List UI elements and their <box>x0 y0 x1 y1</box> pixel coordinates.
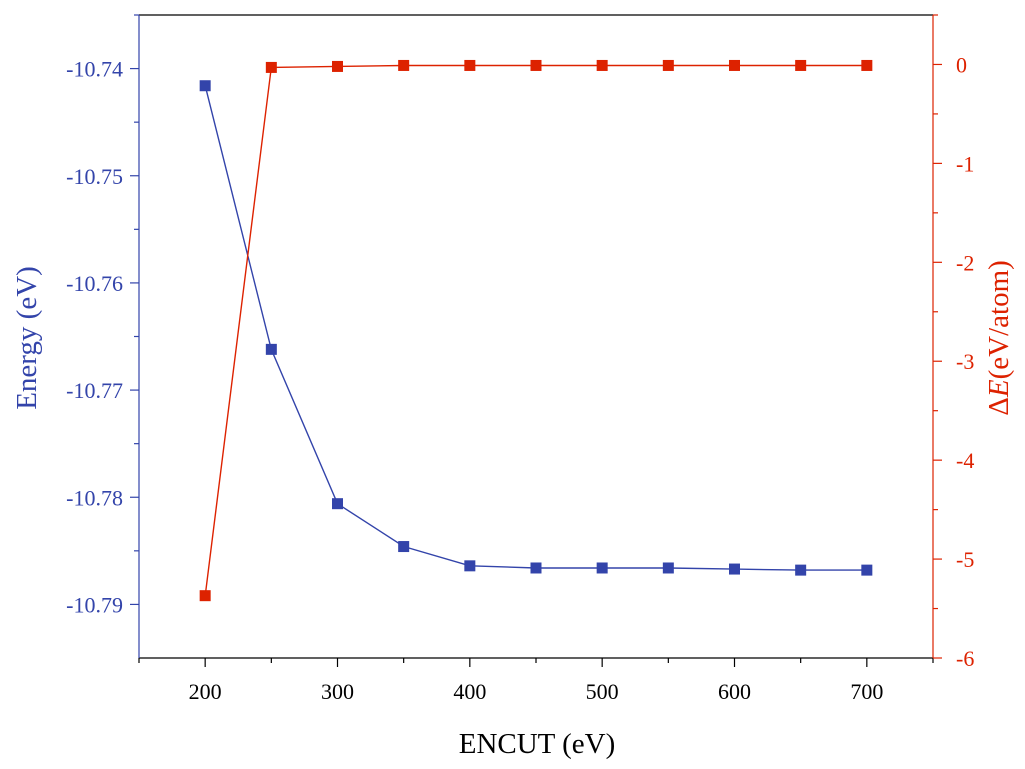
y-right-tick-label: -5 <box>956 547 974 572</box>
y-axis-right-title-prefix: Δ <box>983 397 1015 416</box>
y-left-tick-label: -10.79 <box>66 592 123 617</box>
y-right-tick-label: -3 <box>956 349 974 374</box>
data-point-marker <box>729 563 740 575</box>
data-point-marker <box>199 590 211 602</box>
data-point-marker <box>596 562 608 574</box>
data-point-marker <box>199 80 211 92</box>
y-right-tick-label: -6 <box>956 646 974 671</box>
data-point-marker <box>662 59 674 71</box>
energy-series <box>199 80 873 576</box>
y-right-tick-label: -2 <box>956 250 974 275</box>
y-axis-left-title: Energy (eV) <box>11 266 43 410</box>
data-point-marker <box>265 61 277 73</box>
data-point-marker <box>530 59 542 71</box>
series-line <box>204 85 867 571</box>
y-right-tick-label: 0 <box>956 52 967 77</box>
x-tick-label: 200 <box>189 679 222 704</box>
data-point-marker <box>265 343 277 355</box>
x-tick-label: 700 <box>850 679 883 704</box>
data-point-marker <box>596 59 608 71</box>
data-point-marker <box>795 59 807 71</box>
data-point-marker <box>662 562 674 574</box>
delta-e-series <box>199 59 873 602</box>
y-left-tick-label: -10.75 <box>66 164 123 189</box>
data-point-marker <box>861 564 873 576</box>
y-axis-right-title-suffix: (eV/atom) <box>983 260 1015 379</box>
data-point-marker <box>530 562 542 574</box>
data-point-marker <box>729 59 740 71</box>
y-left-tick-label: -10.78 <box>66 485 123 510</box>
data-point-marker <box>464 560 476 572</box>
y-axis-right-title: ΔE(eV/atom) <box>983 260 1015 416</box>
x-tick-label: 400 <box>453 679 486 704</box>
chart-axes: 200 300 400 500 600 700 -10.74 -10.75 -10.76 -10.… <box>66 14 974 704</box>
y-left-tick-label: -10.74 <box>66 57 123 82</box>
x-axis-title: ENCUT (eV) <box>459 728 616 760</box>
y-right-tick-label: -4 <box>956 448 974 473</box>
data-point-marker <box>398 541 410 553</box>
y-left-tick-label: -10.77 <box>66 378 123 403</box>
data-point-marker <box>795 564 807 576</box>
y-left-tick-label: -10.76 <box>66 271 123 296</box>
x-tick-label: 500 <box>586 679 619 704</box>
data-point-marker <box>464 59 476 71</box>
x-tick-label: 600 <box>718 679 751 704</box>
data-point-marker <box>332 498 343 510</box>
data-point-marker <box>332 60 343 72</box>
data-point-marker <box>861 59 873 71</box>
series-line <box>204 64 867 596</box>
x-tick-label: 300 <box>321 679 354 704</box>
y-right-tick-label: -1 <box>956 151 974 176</box>
y-axis-right-title-symbol: E <box>983 379 1015 398</box>
data-point-marker <box>398 59 410 71</box>
